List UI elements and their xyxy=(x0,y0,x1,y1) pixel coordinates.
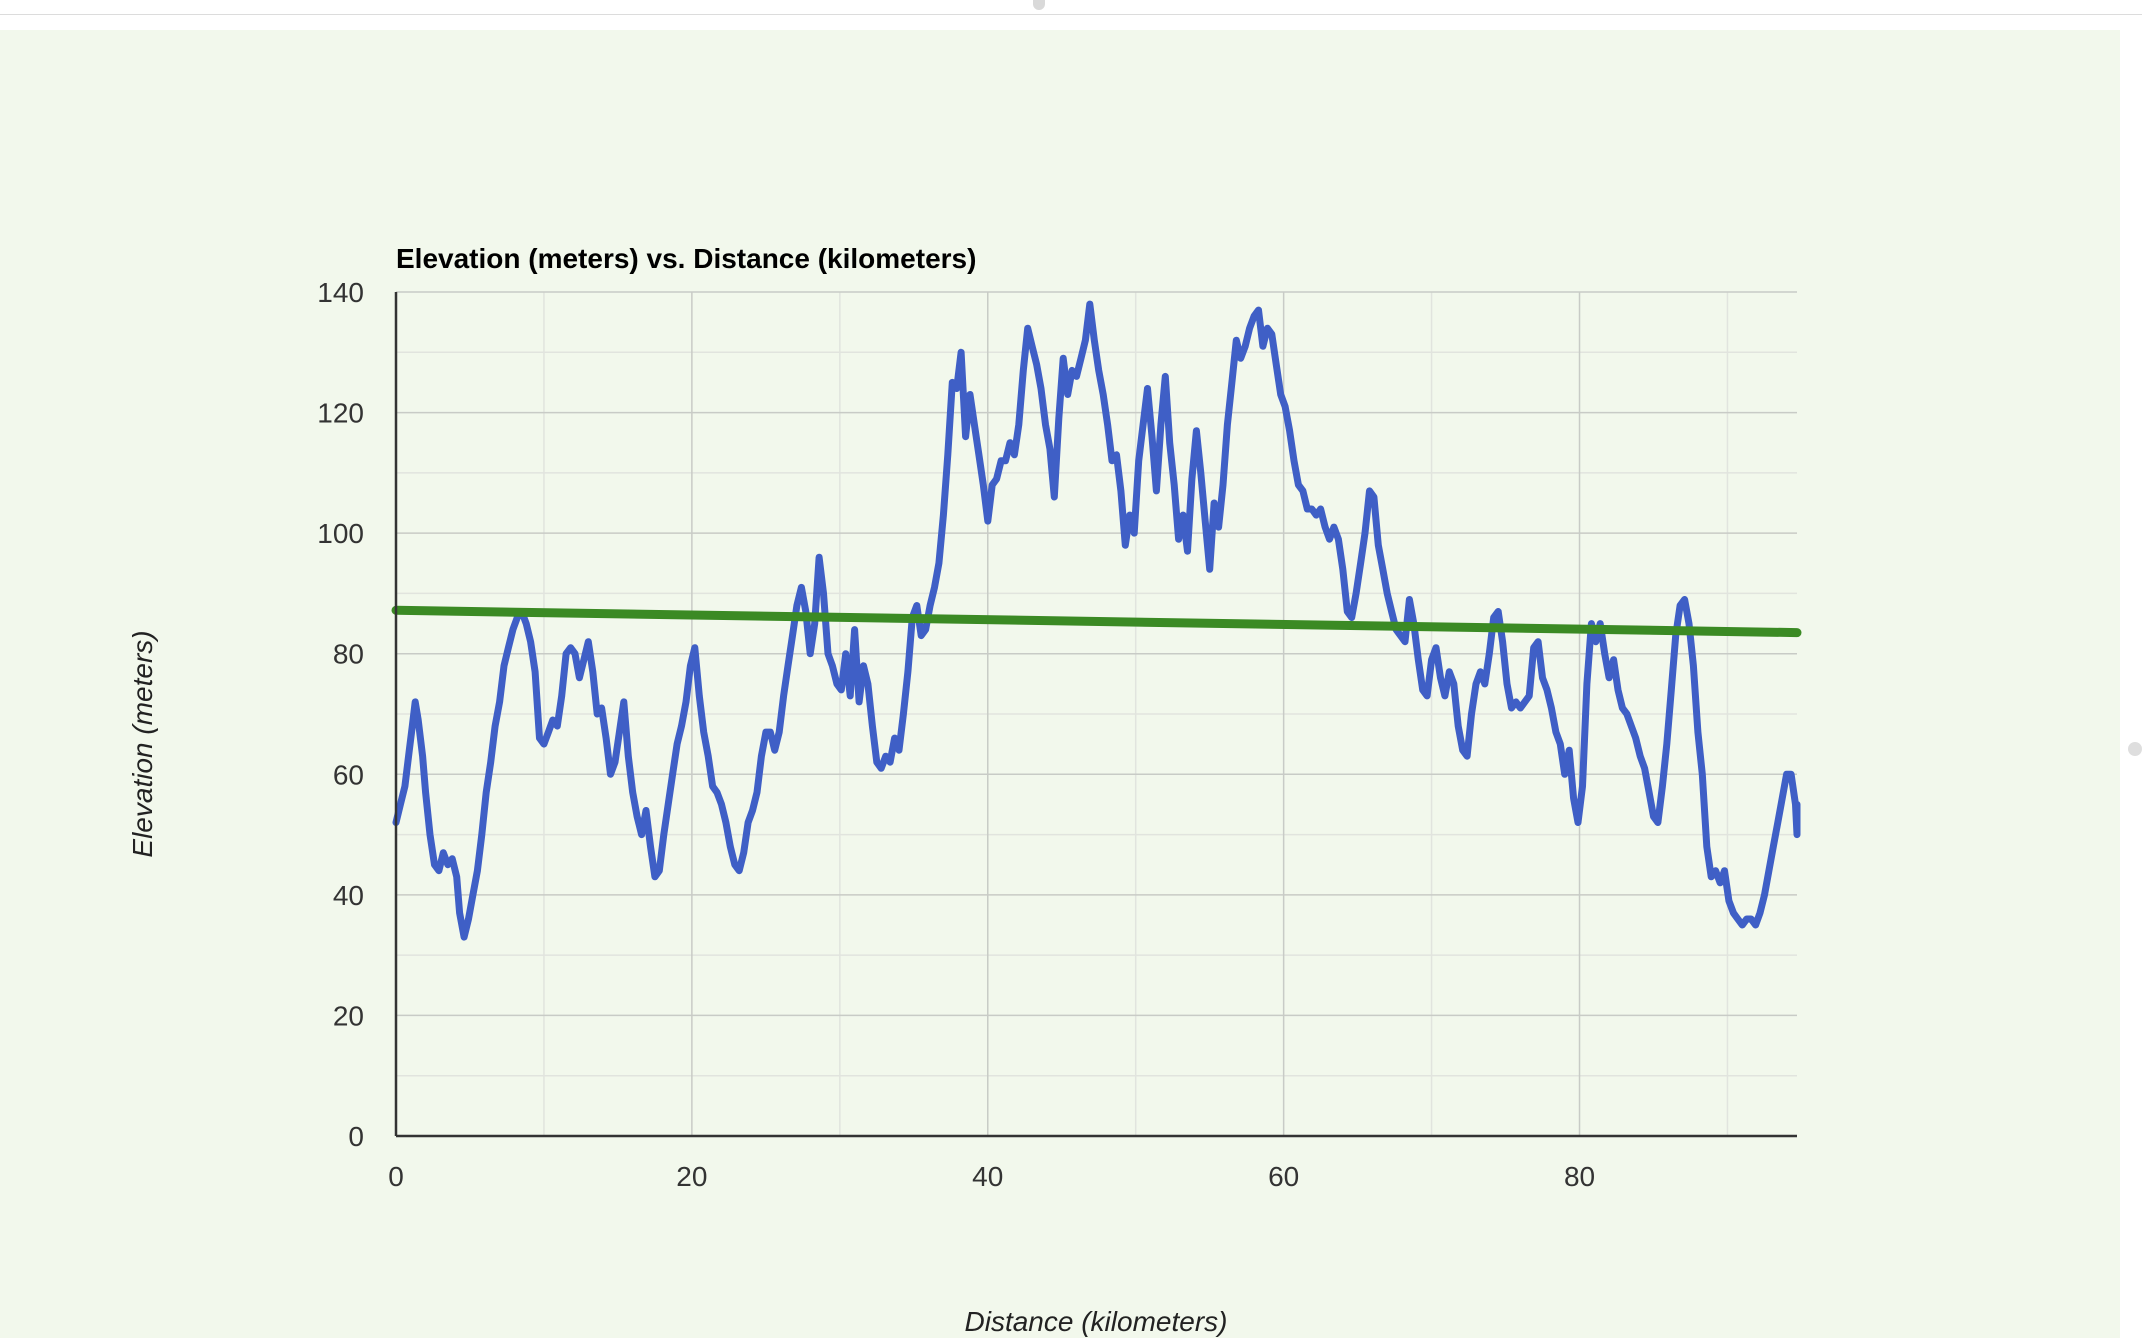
x-tick-label: 40 xyxy=(972,1161,1003,1192)
y-tick-label: 120 xyxy=(317,398,364,429)
y-tick-label: 80 xyxy=(333,639,364,670)
chart-area[interactable]: 0 20 40 60 80 100 120 140 0 20 40 60 80 Elevation (… xyxy=(0,30,2120,1338)
top-resize-handle[interactable] xyxy=(1033,0,1045,10)
chart-title: Elevation (meters) vs. Distance (kilomet… xyxy=(396,243,976,274)
minor-gridlines xyxy=(396,292,1797,1136)
x-tick-label: 80 xyxy=(1564,1161,1595,1192)
x-axis-title: Distance (kilometers) xyxy=(965,1306,1228,1337)
y-tick-label: 60 xyxy=(333,759,364,790)
top-toolbar-strip xyxy=(0,0,2142,15)
y-tick-label: 0 xyxy=(348,1121,364,1152)
elevation-line xyxy=(392,300,1801,941)
y-axis-title: Elevation (meters) xyxy=(127,630,158,857)
trend-line xyxy=(391,605,1802,638)
y-tick-label: 40 xyxy=(333,880,364,911)
y-tick-label: 100 xyxy=(317,518,364,549)
side-resize-handle[interactable] xyxy=(2128,742,2142,756)
x-tick-label: 60 xyxy=(1268,1161,1299,1192)
y-axis-ticks: 0 20 40 60 80 100 120 140 xyxy=(317,277,364,1152)
elevation-chart: 0 20 40 60 80 100 120 140 0 20 40 60 80 Elevation (… xyxy=(127,243,1802,1337)
series-layer xyxy=(391,300,1802,941)
x-tick-label: 20 xyxy=(676,1161,707,1192)
y-tick-label: 20 xyxy=(333,1000,364,1031)
x-tick-label: 0 xyxy=(388,1161,404,1192)
y-tick-label: 140 xyxy=(317,277,364,308)
chart-sheet: 0 20 40 60 80 100 120 140 0 20 40 60 80 Elevation (… xyxy=(0,30,2142,1338)
x-axis-ticks: 0 20 40 60 80 xyxy=(388,1161,1595,1192)
